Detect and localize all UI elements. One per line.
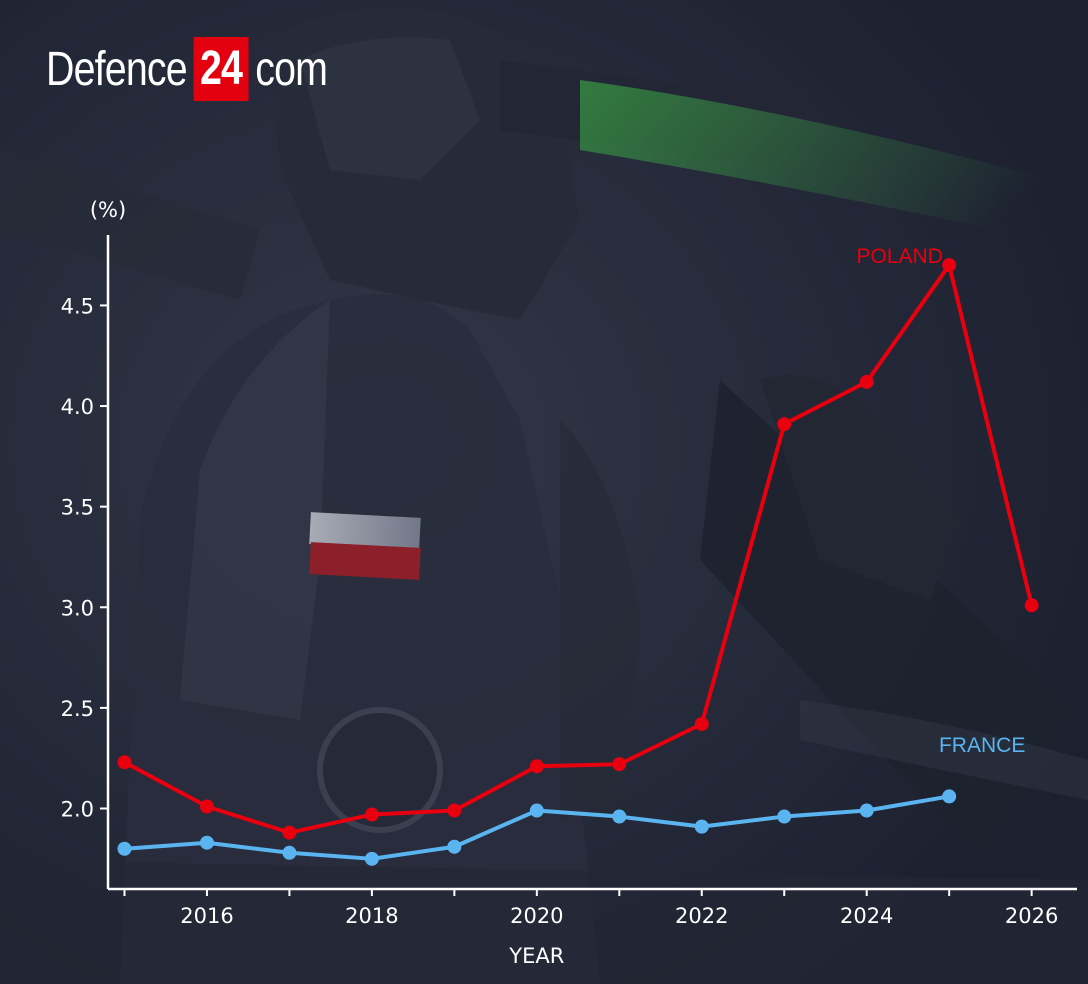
y-tick-label: 3.0 <box>61 596 94 620</box>
data-point-france <box>364 851 379 866</box>
data-point-france <box>777 809 792 824</box>
y-axis-title: (%) <box>90 198 126 222</box>
series-label-france: FRANCE <box>939 734 1025 757</box>
data-point-poland <box>859 374 874 389</box>
y-tick-label: 2.5 <box>61 697 94 721</box>
data-point-poland <box>364 807 379 822</box>
data-point-france <box>529 803 544 818</box>
data-point-poland <box>1024 598 1039 613</box>
x-tick-label: 2020 <box>510 904 563 928</box>
y-tick-label: 4.0 <box>61 395 94 419</box>
axes: 2.0 2.5 3.0 3.5 4.0 4.5 2016 2018 2020 2022 2024 20… <box>61 198 1077 968</box>
data-point-france <box>447 839 462 854</box>
x-tick-label: 2022 <box>675 904 728 928</box>
data-point-france <box>117 841 132 856</box>
data-point-poland <box>282 825 297 840</box>
logo-text-after: com <box>255 42 328 96</box>
data-point-poland <box>942 258 957 273</box>
data-point-france <box>612 809 627 824</box>
data-point-poland <box>117 755 132 770</box>
brand-logo: Defence 24 com <box>46 36 328 102</box>
data-point-poland <box>529 759 544 774</box>
x-axis-title: YEAR <box>508 944 564 968</box>
series-france: FRANCE <box>117 734 1025 866</box>
y-tick-label: 4.5 <box>61 294 94 318</box>
series-poland: POLAND <box>117 245 1039 840</box>
data-point-poland <box>612 757 627 772</box>
x-tick-label: 2018 <box>345 904 398 928</box>
data-point-france <box>942 789 957 804</box>
data-point-france <box>859 803 874 818</box>
series-label-poland: POLAND <box>857 245 943 268</box>
data-point-france <box>199 835 214 850</box>
y-tick-label: 3.5 <box>61 496 94 520</box>
data-point-poland <box>694 716 709 731</box>
logo-badge: 24 <box>193 37 249 101</box>
x-tick-label: 2016 <box>180 904 233 928</box>
data-point-poland <box>199 799 214 814</box>
data-point-france <box>694 819 709 834</box>
logo-text-before: Defence <box>46 42 188 96</box>
series-layer: POLAND FRANCE <box>117 245 1039 866</box>
data-point-poland <box>777 417 792 432</box>
series-line-poland <box>123 263 1034 835</box>
data-point-poland <box>447 803 462 818</box>
y-tick-label: 2.0 <box>61 798 94 822</box>
data-point-france <box>282 845 297 860</box>
x-tick-label: 2026 <box>1005 904 1058 928</box>
x-tick-label: 2024 <box>840 904 893 928</box>
